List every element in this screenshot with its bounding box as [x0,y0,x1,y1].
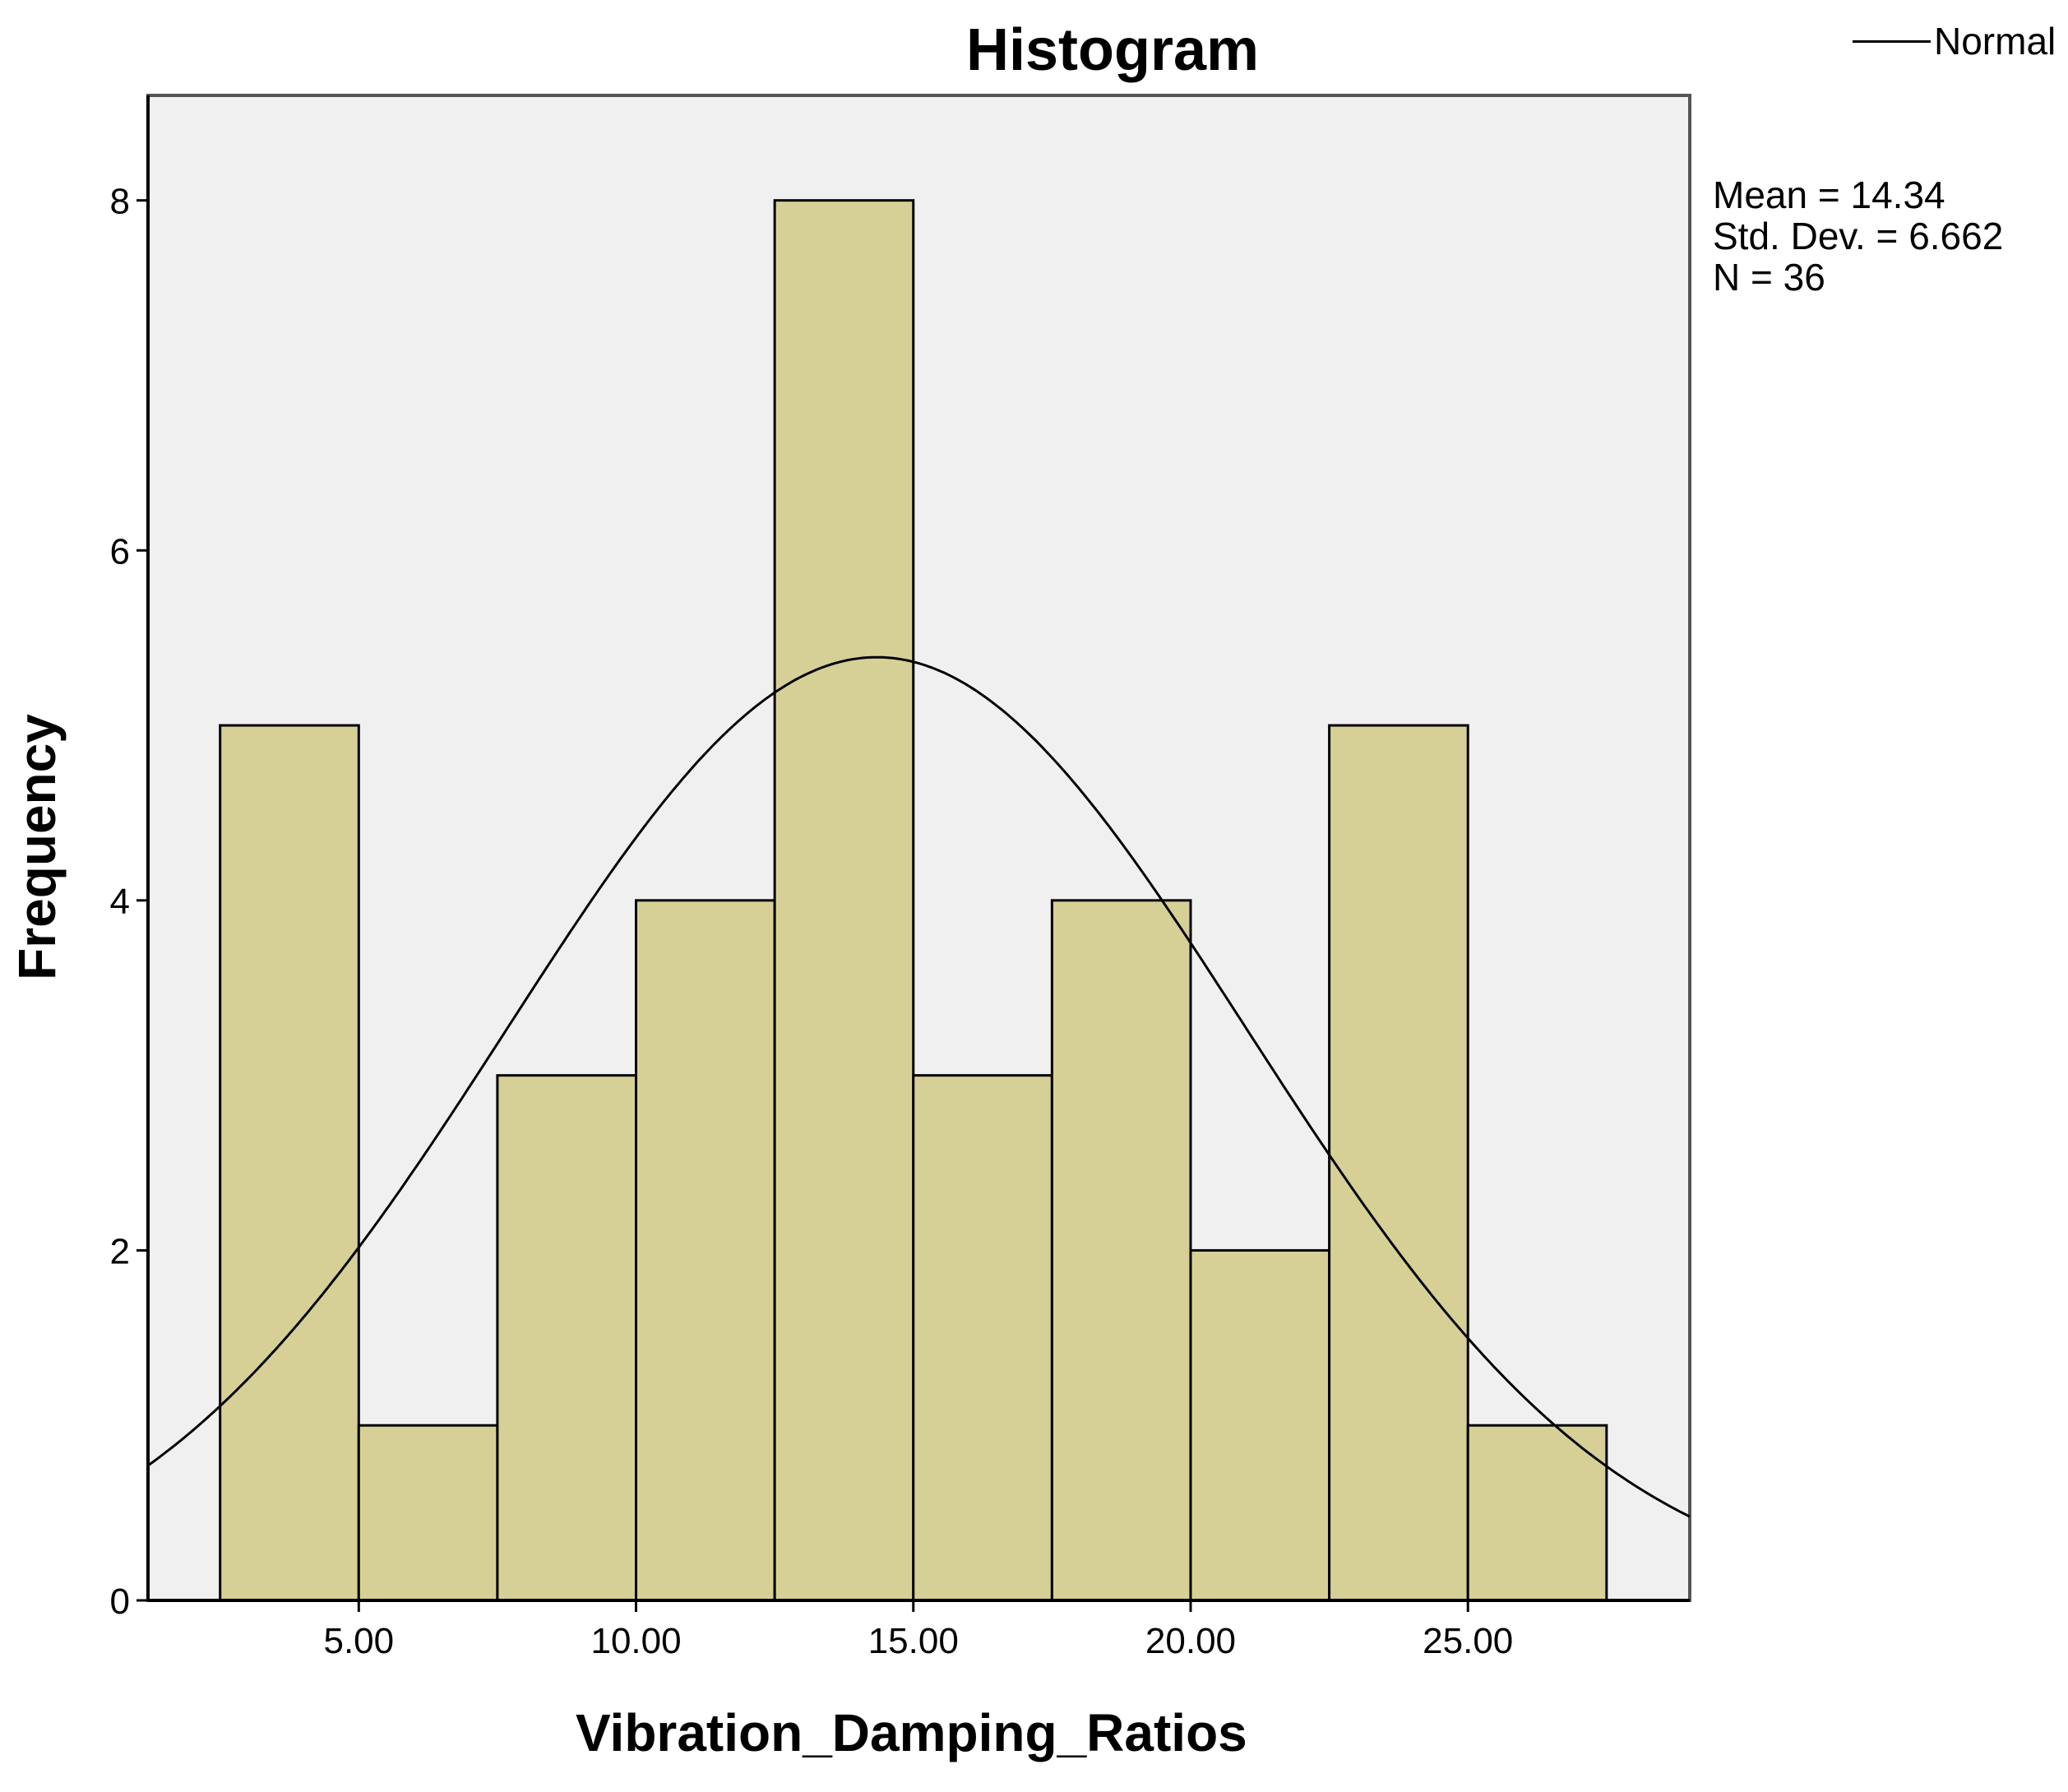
x-tick-label: 10.00 [590,1621,681,1661]
stat-n: N = 36 [1713,256,1825,299]
legend: Normal [1853,16,2056,66]
histogram-bar [1189,1248,1331,1602]
histogram-bar [635,899,776,1602]
histogram-bar [1466,1424,1608,1602]
y-tick-label: 8 [110,182,130,222]
x-tick-label: 20.00 [1145,1621,1236,1661]
y-axis-label: Frequency [7,714,67,980]
legend-label: Normal [1934,20,2056,63]
histogram-bar [1050,899,1192,1602]
x-tick-label: 25.00 [1423,1621,1513,1661]
histogram-bar [1328,724,1469,1602]
chart-title: Histogram [966,17,1260,83]
x-tick-label: 5.00 [323,1621,394,1661]
histogram-bar [912,1074,1053,1602]
y-tick-label: 4 [110,882,130,922]
y-tick-label: 0 [110,1581,130,1622]
histogram-bar [773,199,915,1602]
histogram-bar [219,724,360,1602]
x-tick-label: 15.00 [868,1621,959,1661]
histogram-bar [357,1424,499,1602]
x-axis-label: Vibration_Damping_Ratios [576,1703,1247,1762]
y-tick-label: 2 [110,1231,130,1271]
stat-mean: Mean = 14.34 [1713,174,1945,216]
legend-line-swatch [1853,39,1931,43]
normal-curve [147,655,1691,1518]
stat-std-dev: Std. Dev. = 6.662 [1713,215,2004,257]
histogram-bar [496,1074,638,1602]
statistics-box: Mean = 14.34 Std. Dev. = 6.662 N = 36 [1713,174,2003,298]
y-tick-label: 6 [110,531,130,572]
